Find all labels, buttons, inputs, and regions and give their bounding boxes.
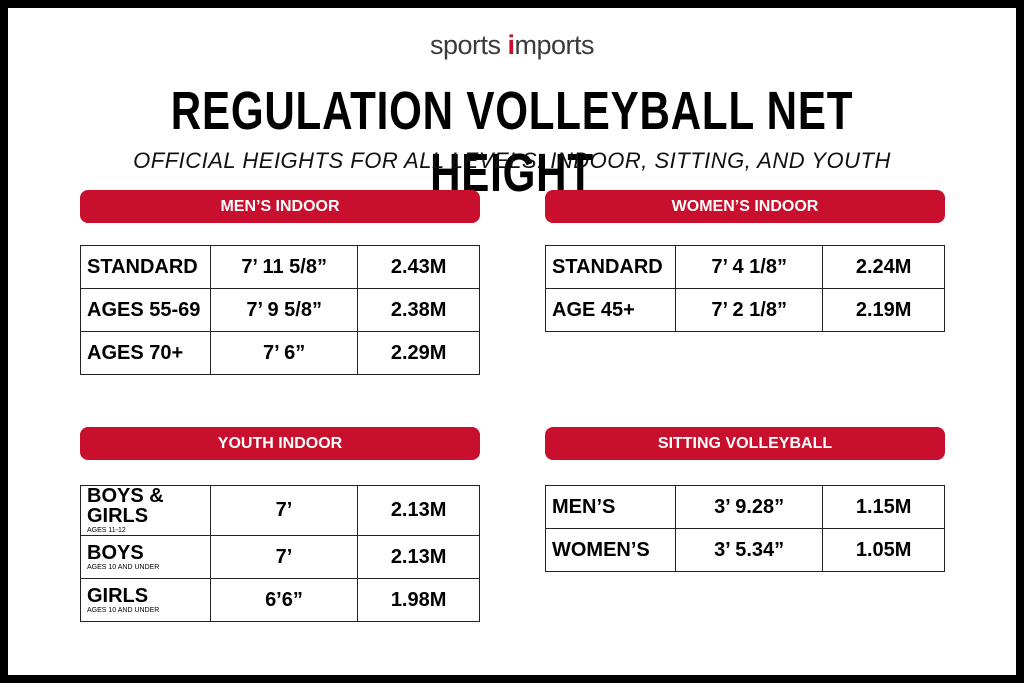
section-header: SITTING VOLLEYBALL: [545, 427, 945, 460]
table-row: STANDARD 7’ 11 5/8” 2.43M: [80, 245, 480, 289]
row-label: MEN’S: [552, 496, 616, 518]
metric-cell: 2.13M: [357, 535, 480, 579]
section-header: MEN’S INDOOR: [80, 190, 480, 223]
table-row: BOYS & GIRLS AGES 11-12 7’ 2.13M: [80, 485, 480, 536]
row-label: BOYS: [87, 541, 144, 564]
metric-cell: 2.24M: [822, 245, 945, 289]
row-note: AGES 10 AND UNDER: [87, 563, 160, 571]
row-label-cell: STANDARD: [80, 245, 211, 289]
section-table: MEN’S 3’ 9.28” 1.15M WOMEN’S 3’ 5.34” 1.05M: [545, 485, 945, 572]
section-table: BOYS & GIRLS AGES 11-12 7’ 2.13M BOYS AGES 10…: [80, 485, 480, 622]
section-header: WOMEN’S INDOOR: [545, 190, 945, 223]
metric-cell: 1.98M: [357, 578, 480, 622]
table-body: BOYS & GIRLS AGES 11-12 7’ 2.13M BOYS AGES 10…: [80, 485, 480, 622]
table-row: WOMEN’S 3’ 5.34” 1.05M: [545, 528, 945, 572]
title-wrap: REGULATION VOLLEYBALL NET HEIGHT: [8, 80, 1016, 204]
row-note: AGES 11-12: [87, 527, 126, 534]
imperial-cell: 3’ 5.34”: [674, 528, 824, 572]
section-table: STANDARD 7’ 4 1/8” 2.24M AGE 45+ 7’ 2 1/8” 2.…: [545, 245, 945, 332]
table-row: GIRLS AGES 10 AND UNDER 6’6” 1.98M: [80, 578, 480, 622]
row-label: AGES 55-69: [87, 299, 201, 321]
metric-cell: 1.15M: [822, 485, 945, 529]
imperial-cell: 3’ 9.28”: [674, 485, 824, 529]
row-label-cell: BOYS & GIRLS AGES 11-12: [80, 485, 211, 536]
row-label: STANDARD: [552, 256, 663, 278]
logo: sports imports: [8, 30, 1016, 61]
imperial-cell: 7’ 11 5/8”: [209, 245, 359, 289]
table-row: AGE 45+ 7’ 2 1/8” 2.19M: [545, 288, 945, 332]
imperial-cell: 7’ 6”: [209, 331, 359, 375]
table-row: AGES 55-69 7’ 9 5/8” 2.38M: [80, 288, 480, 332]
row-label-cell: STANDARD: [545, 245, 676, 289]
row-label: BOYS & GIRLS: [87, 485, 164, 527]
row-note: AGES 10 AND UNDER: [87, 606, 160, 614]
metric-cell: 2.19M: [822, 288, 945, 332]
row-label: WOMEN’S: [552, 539, 650, 561]
row-label-cell: WOMEN’S: [545, 528, 676, 572]
row-label-cell: AGE 45+: [545, 288, 676, 332]
table-row: MEN’S 3’ 9.28” 1.15M: [545, 485, 945, 529]
metric-cell: 2.29M: [357, 331, 480, 375]
imperial-cell: 7’ 9 5/8”: [209, 288, 359, 332]
logo-second: imports: [507, 30, 595, 60]
table-body: STANDARD 7’ 11 5/8” 2.43M AGES 55-69 7’ 9 5/…: [80, 245, 480, 375]
row-label: GIRLS: [87, 584, 149, 607]
section-header: YOUTH INDOOR: [80, 427, 480, 460]
table-row: BOYS AGES 10 AND UNDER 7’ 2.13M: [80, 535, 480, 579]
row-label-cell: MEN’S: [545, 485, 676, 529]
subtitle: OFFICIAL HEIGHTS FOR ALL LEVELS: INDOOR,…: [133, 148, 891, 173]
row-label: STANDARD: [87, 256, 198, 278]
row-label-cell: AGES 55-69: [80, 288, 211, 332]
row-label: AGE 45+: [552, 299, 635, 321]
table-body: STANDARD 7’ 4 1/8” 2.24M AGE 45+ 7’ 2 1/8” 2.…: [545, 245, 945, 332]
section-table: STANDARD 7’ 11 5/8” 2.43M AGES 55-69 7’ 9 5/…: [80, 245, 480, 375]
table-body: MEN’S 3’ 9.28” 1.15M WOMEN’S 3’ 5.34” 1.05M: [545, 485, 945, 572]
imperial-cell: 7’ 2 1/8”: [674, 288, 824, 332]
metric-cell: 1.05M: [822, 528, 945, 572]
title: REGULATION VOLLEYBALL NET HEIGHT: [170, 81, 854, 203]
logo-first: sports: [429, 30, 501, 60]
metric-cell: 2.13M: [357, 485, 480, 536]
imperial-cell: 7’ 4 1/8”: [674, 245, 824, 289]
metric-cell: 2.43M: [357, 245, 480, 289]
row-label-cell: GIRLS AGES 10 AND UNDER: [80, 578, 211, 622]
imperial-cell: 7’: [209, 485, 359, 536]
row-label-cell: BOYS AGES 10 AND UNDER: [80, 535, 211, 579]
metric-cell: 2.38M: [357, 288, 480, 332]
table-row: STANDARD 7’ 4 1/8” 2.24M: [545, 245, 945, 289]
row-label: AGES 70+: [87, 342, 184, 364]
table-row: AGES 70+ 7’ 6” 2.29M: [80, 331, 480, 375]
row-label-cell: AGES 70+: [80, 331, 211, 375]
imperial-cell: 7’: [209, 535, 359, 579]
imperial-cell: 6’6”: [209, 578, 359, 622]
